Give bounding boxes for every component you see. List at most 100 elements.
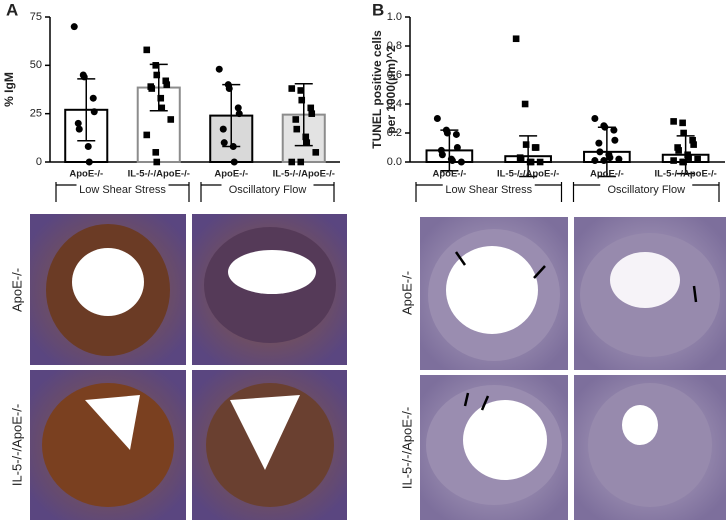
data-point (219, 125, 227, 133)
y-tick-label: 1.0 (387, 11, 402, 23)
x-tick-label: IL-5-/-/ApoE-/- (654, 169, 716, 180)
y-tick-label: 25 (30, 108, 42, 120)
y-tick-label: 0 (36, 156, 42, 168)
data-point (670, 157, 677, 164)
data-point (611, 136, 619, 144)
data-point (167, 116, 175, 123)
group-label: Oscillatory Flow (607, 184, 685, 196)
histology-b (420, 217, 726, 520)
data-point (512, 35, 520, 43)
data-point (521, 100, 529, 108)
data-point (601, 123, 609, 131)
data-point (148, 85, 156, 92)
data-point (303, 139, 311, 146)
row-label: ApoE-/- (9, 268, 24, 312)
data-point (694, 155, 701, 163)
data-point (312, 149, 320, 156)
data-point (298, 96, 306, 104)
data-point (143, 131, 151, 139)
y-tick-label: 0.8 (387, 40, 402, 52)
data-point (153, 71, 161, 79)
data-point (453, 144, 461, 151)
data-point (70, 23, 78, 31)
data-point (152, 149, 160, 156)
data-point (153, 158, 161, 166)
data-point (443, 129, 451, 137)
data-point (152, 62, 160, 69)
data-point (679, 119, 686, 127)
data-point (90, 108, 98, 116)
data-point (615, 155, 623, 163)
data-point (536, 158, 544, 166)
data-point (690, 141, 697, 148)
data-point (235, 110, 243, 118)
data-point (457, 158, 465, 166)
row-label: IL-5-/-/ApoE-/- (399, 407, 414, 489)
data-point (532, 144, 540, 151)
x-tick-label: IL-5-/-/ApoE-/- (273, 169, 335, 180)
data-point (220, 139, 228, 147)
data-point (162, 77, 170, 85)
y-tick-label: 50 (30, 59, 42, 71)
data-point (75, 125, 83, 133)
data-point (600, 157, 608, 165)
data-point (80, 73, 88, 81)
data-point (308, 110, 316, 117)
group-bracket (55, 182, 190, 202)
data-point (143, 46, 151, 54)
y-tick-label: 0.4 (387, 98, 402, 110)
data-point (595, 139, 603, 147)
data-point (288, 85, 296, 92)
data-point (292, 116, 300, 123)
data-point (163, 81, 171, 88)
data-point (307, 104, 315, 112)
data-point (302, 133, 310, 141)
data-point (215, 65, 223, 73)
x-tick-label: IL-5-/-/ApoE-/- (128, 169, 190, 180)
panel-label: B (372, 0, 384, 19)
data-point (225, 85, 233, 93)
data-point (680, 129, 687, 137)
data-point (438, 151, 446, 159)
data-point (591, 115, 599, 122)
group-bracket (572, 182, 720, 202)
group-bracket (200, 182, 335, 202)
data-point (229, 143, 237, 151)
data-point (606, 154, 614, 162)
data-point (293, 125, 301, 133)
data-point (89, 94, 97, 102)
data-point (74, 119, 82, 127)
data-point (157, 94, 165, 102)
x-tick-label: ApoE-/- (590, 169, 624, 180)
data-point (288, 158, 296, 166)
data-point (591, 157, 599, 165)
x-tick-label: IL-5-/-/ApoE-/- (497, 169, 559, 180)
data-point (527, 158, 535, 166)
data-point (670, 118, 677, 125)
data-point (433, 115, 441, 122)
x-tick-label: ApoE-/- (69, 169, 103, 180)
group-label: Low Shear Stress (445, 184, 532, 196)
panel-label: A (6, 0, 18, 19)
data-point (689, 136, 696, 144)
group-label: Oscillatory Flow (229, 184, 307, 196)
data-point (596, 148, 604, 156)
data-point (158, 104, 166, 112)
group-label: Low Shear Stress (79, 184, 166, 196)
data-point (85, 158, 93, 166)
data-point (452, 130, 460, 138)
data-point (230, 158, 238, 166)
group-bracket (415, 182, 563, 202)
row-label: IL-5-/-/ApoE-/- (9, 404, 24, 486)
data-point (610, 126, 618, 134)
data-point (234, 104, 242, 112)
y-axis-label: % IgM (2, 72, 16, 107)
data-point (685, 154, 692, 161)
x-tick-label: ApoE-/- (432, 169, 466, 180)
y-tick-label: 75 (30, 11, 42, 23)
data-point (297, 87, 305, 94)
y-axis-label: TUNEL positive cellsper 1000(μm)^2 (370, 30, 398, 149)
data-point (84, 143, 92, 151)
data-point (297, 158, 305, 166)
